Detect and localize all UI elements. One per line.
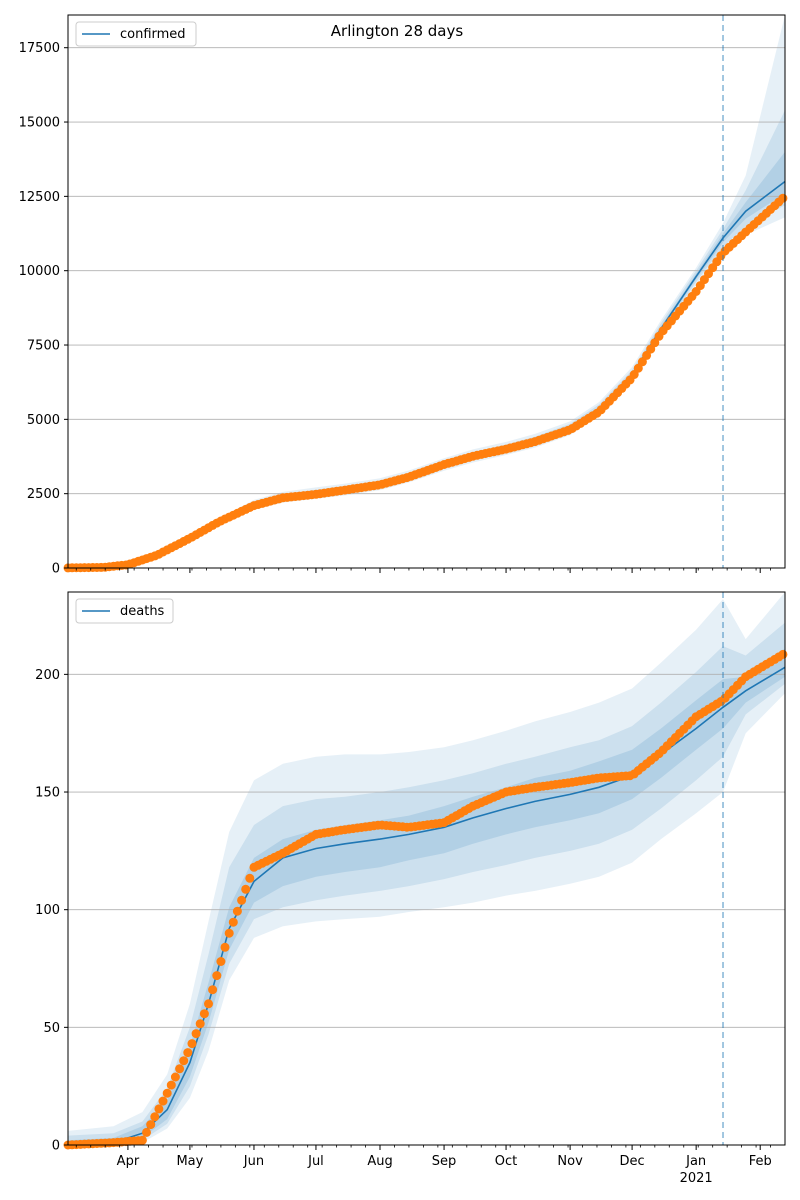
observed-point <box>212 971 222 981</box>
x-tick-label: Apr <box>117 1154 140 1169</box>
legend-box <box>75 21 197 47</box>
uncertainty-band <box>68 622 785 1145</box>
y-tick-label: 5000 <box>27 413 60 428</box>
observed-point <box>208 985 218 995</box>
model-line <box>67 180 786 569</box>
observed-point <box>778 193 788 203</box>
observed-point <box>162 1088 172 1098</box>
deaths-y-axis: 0 50 100 150 200 <box>35 668 68 1154</box>
uncertainty-band <box>68 110 785 568</box>
chart-title: Arlington 28 days <box>331 22 464 40</box>
uncertainty-band <box>68 592 785 1145</box>
y-tick-label: 12500 <box>19 190 60 205</box>
observed-point <box>146 1120 156 1130</box>
y-tick-label: 0 <box>52 1139 60 1154</box>
y-tick-label: 10000 <box>19 264 60 279</box>
legend-label: deaths <box>120 604 165 619</box>
deaths-x-axis: Apr May Jun Jul Aug Sep Oct Nov Dec Jan Feb 2021 <box>75 1145 772 1186</box>
observed-point <box>195 1019 205 1029</box>
y-tick-label: 15000 <box>19 116 60 131</box>
observed-point <box>241 884 251 894</box>
observed-point <box>199 1009 209 1019</box>
observed-point <box>650 338 660 348</box>
deaths-gridlines <box>68 673 785 1146</box>
observed-point <box>637 357 647 367</box>
observed-point <box>166 1080 176 1090</box>
observed-point <box>187 1039 197 1049</box>
uncertainty-band <box>68 151 785 568</box>
uncertainty-band <box>68 648 785 1145</box>
confirmed-y-axis: 0 2500 5000 7500 10000 12500 15000 17500 <box>19 41 68 577</box>
uncertainty-band <box>68 15 785 568</box>
confirmed-gridlines <box>68 47 785 569</box>
observed-point <box>191 1029 201 1039</box>
confirmed-panel: 0 2500 5000 7500 10000 12500 15000 17500 confir… <box>19 14 788 577</box>
observed-point <box>150 1112 160 1122</box>
x-tick-label: Jul <box>307 1154 324 1169</box>
confirmed-observed-series <box>63 193 788 573</box>
observed-point <box>237 895 247 905</box>
observed-point <box>216 957 226 966</box>
deaths-axes-frame <box>67 591 786 1146</box>
observed-point <box>170 1072 180 1082</box>
x-tick-label: Oct <box>495 1154 517 1169</box>
x-tick-label: Feb <box>749 1154 772 1169</box>
observed-point <box>142 1127 151 1137</box>
observed-point <box>232 906 242 916</box>
observed-point <box>228 917 238 927</box>
y-tick-label: 7500 <box>27 339 60 354</box>
x-tick-label: Sep <box>432 1154 457 1169</box>
y-tick-label: 17500 <box>19 41 60 56</box>
x-tick-label: Dec <box>620 1154 645 1169</box>
y-tick-label: 0 <box>52 562 60 577</box>
deaths-legend: deaths <box>75 598 174 624</box>
observed-point <box>220 942 230 952</box>
observed-point <box>175 1064 185 1074</box>
y-tick-label: 2500 <box>27 487 60 502</box>
x-tick-label: Jun <box>243 1154 264 1169</box>
observed-point <box>158 1096 168 1106</box>
deaths-panel: 0 50 100 150 200 Apr May Jun Jul Aug Sep Oct Nov Dec… <box>35 591 788 1186</box>
x-tick-label: May <box>176 1154 203 1169</box>
observed-point <box>224 928 234 938</box>
confirmed-model-series <box>67 180 786 569</box>
observed-point <box>154 1104 164 1114</box>
confirmed-legend: confirmed <box>75 21 197 47</box>
observed-point <box>646 344 656 354</box>
deaths-observed-series <box>63 649 788 1150</box>
confirmed-uncertainty-bands <box>68 15 785 568</box>
legend-box <box>75 598 174 624</box>
confirmed-axes-frame <box>67 14 786 569</box>
observed-point <box>633 363 643 373</box>
observed-point <box>245 873 255 883</box>
observed-point <box>179 1056 189 1066</box>
y-tick-label: 100 <box>35 903 60 918</box>
legend-label: confirmed <box>120 27 186 42</box>
deaths-uncertainty-bands <box>68 592 785 1145</box>
x-tick-label: Aug <box>367 1154 392 1169</box>
x-tick-label: Jan <box>685 1154 706 1169</box>
y-tick-label: 50 <box>43 1021 60 1036</box>
observed-point <box>137 1135 147 1145</box>
confirmed-x-axis-ticks <box>75 568 771 573</box>
x-tick-label: Nov <box>557 1154 583 1169</box>
y-tick-label: 200 <box>35 668 60 683</box>
observed-point <box>183 1048 193 1058</box>
observed-point <box>204 999 213 1009</box>
observed-point <box>778 649 788 659</box>
y-tick-label: 150 <box>35 786 60 801</box>
x-year-label: 2021 <box>680 1171 713 1186</box>
